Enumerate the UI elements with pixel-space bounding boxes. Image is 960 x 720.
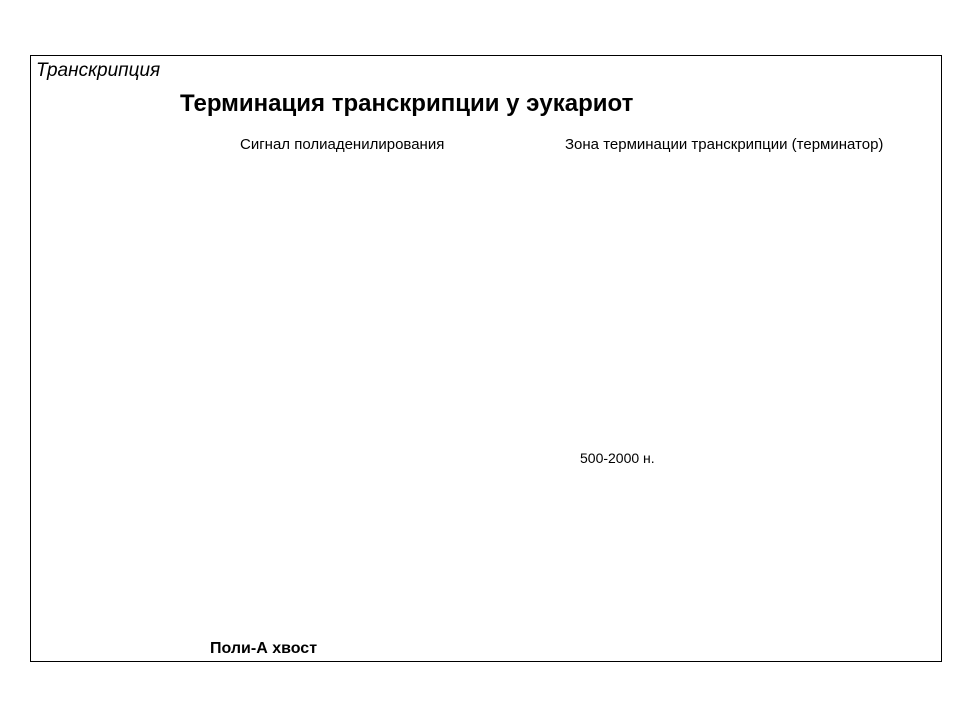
scale-label: 500-2000 н. <box>580 450 655 466</box>
terminator-label: Зона терминации транскрипции (терминатор… <box>565 136 883 153</box>
page-title: Терминация транскрипции у эукариот <box>180 90 633 118</box>
polyA-signal-label: Сигнал полиаденилирования <box>240 136 444 153</box>
page: Транскрипция Терминация транскрипции у э… <box>0 0 960 720</box>
section-label: Транскрипция <box>36 60 160 82</box>
polyA-tail-label: Поли-А хвост <box>210 640 317 658</box>
